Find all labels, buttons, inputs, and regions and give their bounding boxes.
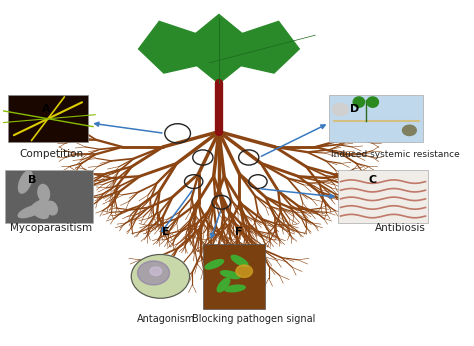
Text: E: E <box>162 227 169 237</box>
Text: A: A <box>42 104 51 114</box>
Ellipse shape <box>33 207 48 218</box>
Ellipse shape <box>18 205 43 218</box>
Ellipse shape <box>46 201 57 215</box>
Text: C: C <box>368 175 376 185</box>
Bar <box>8 95 88 142</box>
Text: Antagonism: Antagonism <box>137 315 195 325</box>
Text: Competition: Competition <box>19 149 83 159</box>
Text: B: B <box>28 175 37 185</box>
Circle shape <box>137 261 170 285</box>
Circle shape <box>150 267 162 275</box>
Polygon shape <box>138 21 210 73</box>
Ellipse shape <box>205 260 224 269</box>
Circle shape <box>236 265 253 277</box>
Text: Mycoparasitism: Mycoparasitism <box>10 223 92 233</box>
Polygon shape <box>189 15 249 83</box>
Ellipse shape <box>38 184 49 202</box>
Ellipse shape <box>231 255 248 266</box>
Ellipse shape <box>217 278 230 292</box>
Ellipse shape <box>225 285 245 292</box>
Text: Antibiosis: Antibiosis <box>375 223 426 233</box>
Circle shape <box>332 103 349 116</box>
Bar <box>338 170 428 223</box>
Text: D: D <box>350 104 359 114</box>
Bar <box>329 95 423 142</box>
Ellipse shape <box>18 171 32 193</box>
Circle shape <box>402 125 416 136</box>
Ellipse shape <box>29 200 48 214</box>
Ellipse shape <box>220 271 240 279</box>
Text: Induced systemic resistance: Induced systemic resistance <box>331 149 460 158</box>
Ellipse shape <box>353 97 365 107</box>
Bar <box>6 170 93 223</box>
Ellipse shape <box>367 97 378 107</box>
Text: Blocking pathogen signal: Blocking pathogen signal <box>191 315 315 325</box>
Bar <box>203 244 265 309</box>
Text: F: F <box>235 227 243 237</box>
Polygon shape <box>228 21 299 73</box>
Circle shape <box>131 255 190 298</box>
